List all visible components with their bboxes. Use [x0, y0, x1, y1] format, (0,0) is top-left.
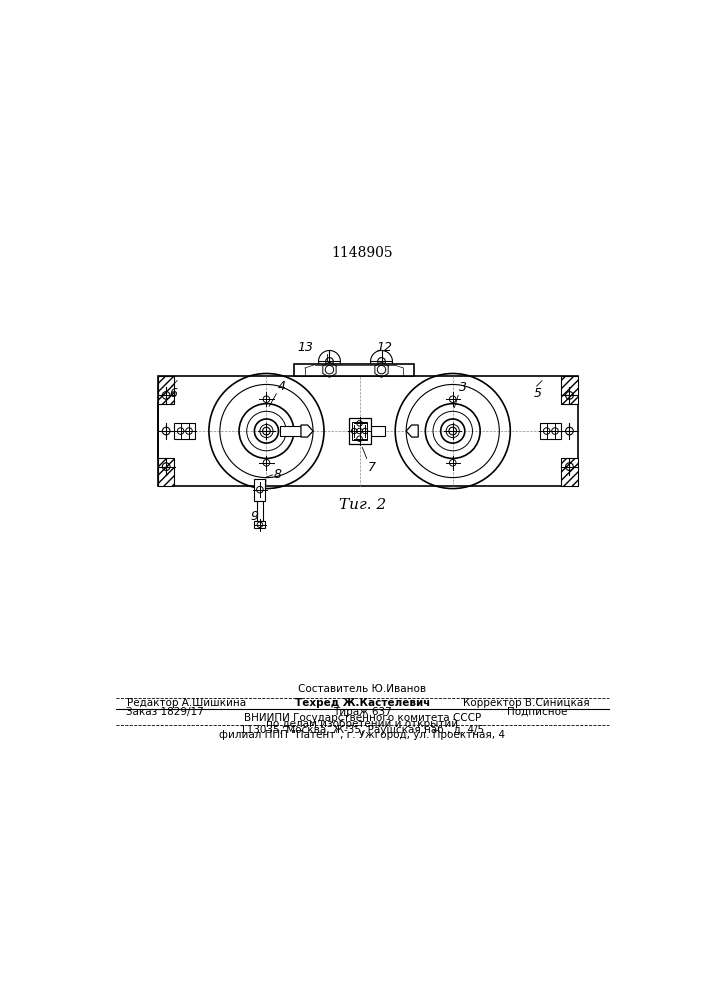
Text: 4: 4 [277, 380, 286, 393]
Bar [561, 376, 578, 404]
Text: Тираж 637: Тираж 637 [333, 707, 392, 717]
Text: 3: 3 [460, 381, 467, 394]
Bar [540, 423, 561, 439]
Text: 7: 7 [368, 461, 376, 474]
Text: 12: 12 [376, 341, 392, 354]
Text: Составитель Ю.Иванов: Составитель Ю.Иванов [298, 684, 426, 694]
Text: 5: 5 [534, 387, 542, 400]
Bar [352, 422, 367, 440]
Text: по делам изобретений и открытий: по делам изобретений и открытий [267, 719, 458, 729]
Text: 13: 13 [297, 341, 313, 354]
Bar [158, 376, 175, 404]
Text: Τиг. 2: Τиг. 2 [339, 498, 386, 512]
Polygon shape [301, 425, 313, 437]
Text: 9: 9 [250, 510, 258, 523]
Text: 113035, Москва, Ж-35, Раушская наб., д. 4/5: 113035, Москва, Ж-35, Раушская наб., д. … [240, 725, 484, 735]
Polygon shape [407, 425, 419, 437]
Text: филиал ППП "Патент", г. Ужгород, ул. Проектная, 4: филиал ППП "Патент", г. Ужгород, ул. Про… [219, 730, 506, 740]
Bar [364, 426, 385, 436]
Bar [255, 479, 265, 501]
Bar [158, 376, 578, 486]
Bar [175, 423, 195, 439]
Text: Корректор В.Синицкая: Корректор В.Синицкая [463, 698, 590, 708]
Text: Техред Ж.Кастелевич: Техред Ж.Кастелевич [295, 698, 430, 708]
Bar [257, 501, 263, 521]
Text: Редактор А.Шишкина: Редактор А.Шишкина [127, 698, 247, 708]
Bar [349, 418, 370, 444]
Text: Подписное: Подписное [508, 707, 568, 717]
Text: Заказ 1829/17: Заказ 1829/17 [127, 707, 204, 717]
Bar [158, 458, 175, 486]
Text: 6: 6 [169, 387, 177, 400]
Bar [561, 458, 578, 486]
Bar [294, 364, 414, 376]
Text: 8: 8 [274, 468, 281, 481]
Text: 1148905: 1148905 [332, 246, 393, 260]
Bar [255, 521, 265, 528]
Bar [280, 426, 301, 436]
Text: ВНИИПИ Государственного комитета СССР: ВНИИПИ Государственного комитета СССР [244, 713, 481, 723]
